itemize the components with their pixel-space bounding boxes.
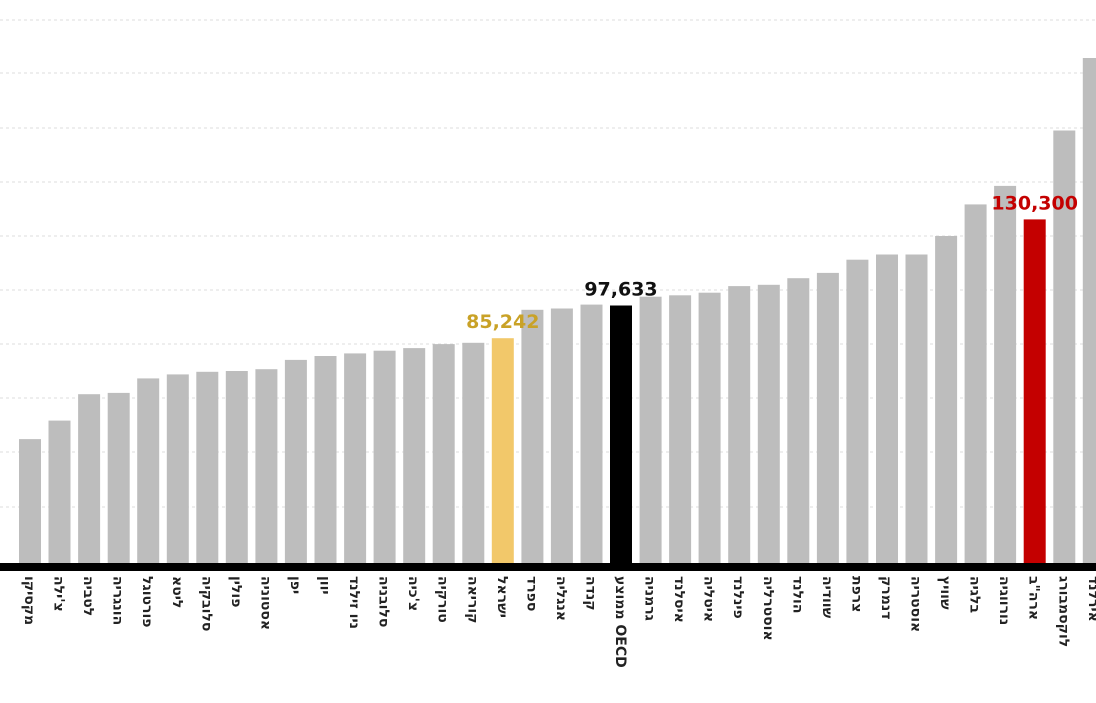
category-label-12: סלובניה	[376, 576, 392, 627]
bar-36	[1082, 58, 1096, 563]
bar-21	[639, 296, 662, 563]
bar-2	[78, 394, 101, 563]
bar-11	[344, 353, 367, 563]
category-label-3: הונגריה	[110, 576, 126, 625]
category-label-21: גרמניה	[642, 576, 658, 621]
bar-1	[48, 420, 71, 563]
bar-14	[432, 344, 455, 563]
bar-33	[994, 185, 1017, 563]
bar-22	[669, 295, 692, 563]
bar-4	[137, 378, 160, 563]
category-label-4: פורטוגל	[139, 576, 155, 627]
category-label-28: צרפת	[848, 576, 864, 612]
bar-34	[1023, 219, 1046, 563]
value-label-1: 97,633	[584, 279, 657, 301]
category-labels: מקסיקו צ'ילה לטביה הונגריה פורטוגל ליטא סלובקי…	[21, 576, 1096, 668]
category-label-11: ניו זילנד	[346, 576, 362, 629]
category-label-5: ליטא	[169, 576, 185, 608]
category-label-18: אנגליה	[553, 576, 569, 621]
bar-12	[373, 350, 396, 563]
bar-30	[905, 254, 928, 563]
category-label-20: ממוצע OECD	[612, 576, 628, 668]
category-label-6: סלובקיה	[198, 576, 214, 631]
category-label-8: אסטוניה	[257, 576, 273, 630]
category-label-16: ישראל	[494, 576, 510, 618]
value-label-0: 85,242	[466, 311, 539, 333]
bar-8	[255, 369, 278, 563]
category-label-34: ארה"ב	[1026, 576, 1042, 620]
bar-5	[166, 374, 189, 563]
bar-6	[196, 371, 219, 563]
bar-28	[846, 259, 869, 563]
category-label-17: ספרד	[523, 576, 539, 611]
category-label-26: הולנד	[789, 576, 805, 613]
category-label-19: קנדה	[583, 576, 599, 611]
category-label-32: בלגיה	[967, 576, 983, 613]
x-axis	[0, 563, 1096, 571]
bar-29	[876, 254, 898, 563]
bar-13	[403, 348, 426, 563]
category-label-1: צ'ילה	[51, 576, 67, 612]
category-label-23: איטליה	[701, 576, 717, 622]
bar-16	[491, 338, 514, 563]
bar-10	[314, 356, 337, 563]
category-label-31: שוויץ	[937, 576, 953, 610]
category-label-33: נורווגיה	[996, 576, 1012, 625]
category-label-36: אירלנד	[1085, 576, 1096, 622]
category-label-29: דנמרק	[878, 576, 894, 619]
category-label-27: שוודיה	[819, 576, 835, 619]
value-labels: 85,242 97,633 130,300	[466, 192, 1078, 333]
bar-20	[610, 305, 632, 563]
bar-23	[698, 292, 721, 563]
bar-7	[225, 371, 248, 563]
category-label-7: פולין	[228, 576, 244, 607]
bar-17	[521, 309, 544, 563]
category-label-15: קוריאה	[464, 576, 480, 623]
category-label-0: מקסיקו	[21, 576, 37, 625]
bar-15	[462, 342, 485, 563]
category-label-13: צ'כיה	[405, 576, 421, 611]
category-label-9: יפן	[287, 576, 303, 594]
bar-0	[19, 439, 41, 563]
bars	[19, 58, 1096, 563]
bar-25	[757, 284, 780, 563]
category-label-2: לטביה	[80, 576, 96, 616]
category-label-24: פינלנד	[730, 576, 746, 619]
category-label-10: יוון	[317, 576, 333, 595]
bar-31	[935, 236, 958, 563]
x-axis-bar	[0, 563, 1096, 571]
bar-19	[580, 304, 603, 563]
category-label-14: טורקיה	[435, 576, 451, 623]
bar-18	[550, 308, 573, 563]
category-label-30: אוסטריה	[908, 576, 924, 632]
bar-26	[787, 278, 810, 563]
bar-27	[816, 272, 839, 563]
value-label-2: 130,300	[991, 192, 1078, 214]
gridlines	[0, 19, 1096, 508]
category-label-25: אוסטרליה	[760, 576, 776, 641]
bar-3	[107, 392, 130, 563]
bar-35	[1053, 130, 1076, 563]
bar-24	[728, 286, 751, 563]
bar-32	[964, 204, 987, 563]
category-label-22: איסלנד	[671, 576, 687, 623]
bar-9	[284, 359, 307, 563]
category-label-35: לוקסמבורג	[1055, 576, 1071, 647]
